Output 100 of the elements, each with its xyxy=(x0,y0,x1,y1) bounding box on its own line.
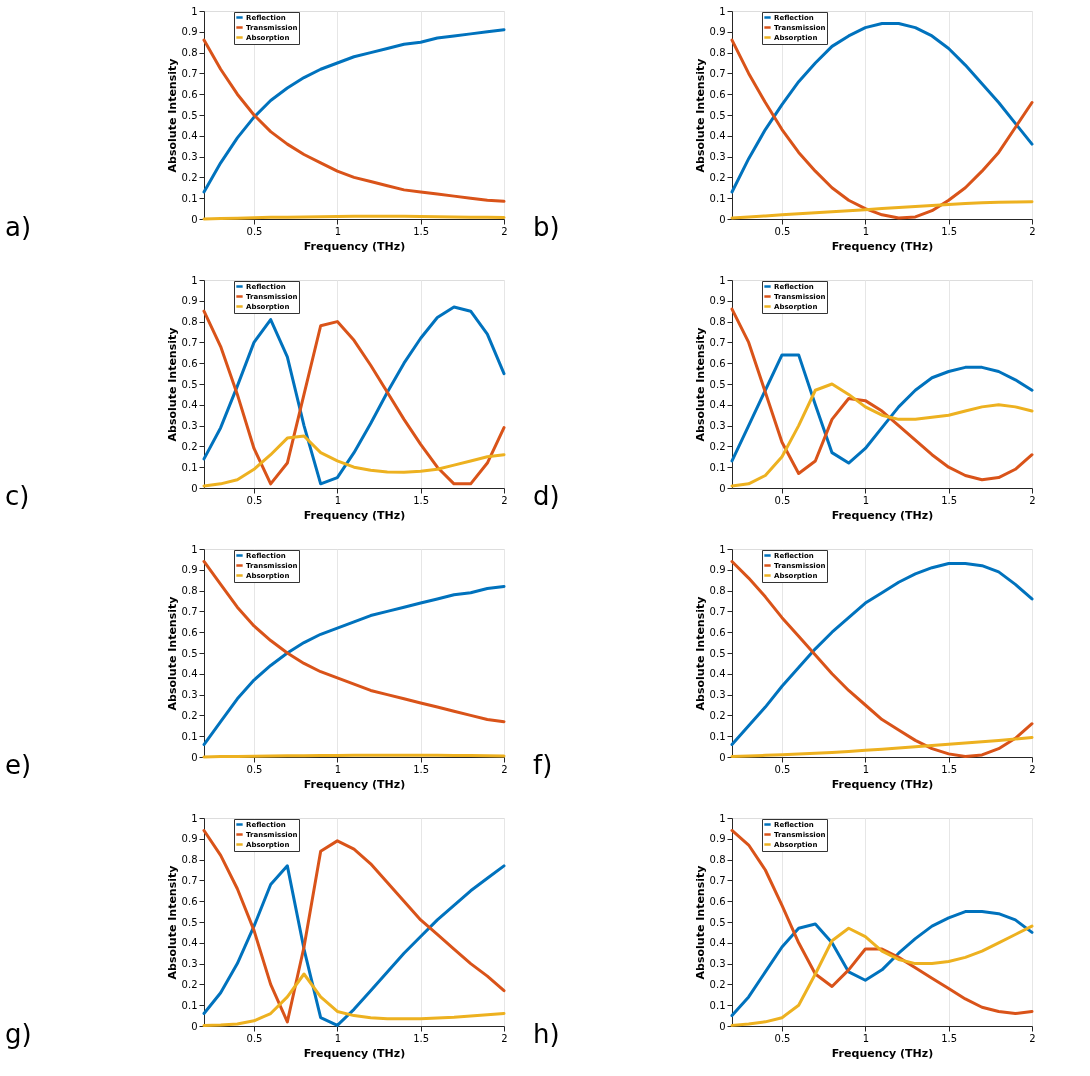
y-tick-label: 0.7 xyxy=(709,67,726,79)
y-tick-label: 0.4 xyxy=(709,937,726,949)
y-tick-label: 0.4 xyxy=(181,937,198,949)
y-tick-label: 0.7 xyxy=(709,605,726,617)
y-tick-label: 0.5 xyxy=(709,916,726,928)
y-axis-title: Absolute Intensity xyxy=(165,327,179,442)
x-tick-label: 0.5 xyxy=(246,763,263,775)
line-series xyxy=(730,353,1034,465)
y-tick-label: 0.5 xyxy=(709,647,726,659)
y-tick-label: 0 xyxy=(191,1020,198,1032)
y-tick-label: 0.7 xyxy=(181,67,198,79)
x-tick-label: 1.5 xyxy=(413,763,430,775)
x-tick-label: 1.5 xyxy=(941,1032,958,1044)
y-tick-label: 0.8 xyxy=(181,585,198,597)
x-tick-label: 1.5 xyxy=(413,494,430,506)
x-tick-label: 0.5 xyxy=(246,225,263,237)
line-series xyxy=(202,559,506,724)
y-tick-label: 0.1 xyxy=(181,192,198,204)
line-series xyxy=(730,828,1034,1016)
text: c) xyxy=(5,481,30,511)
x-tick-label: 2 xyxy=(501,1032,508,1044)
y-axis-title: Absolute Intensity xyxy=(693,58,707,173)
y-tick-label: 0.3 xyxy=(181,420,198,432)
text: h) xyxy=(533,1019,560,1049)
y-tick-label: 0.8 xyxy=(181,854,198,866)
y-tick-label: 0.2 xyxy=(709,171,726,183)
y-tick-label: 0.9 xyxy=(709,833,726,845)
y-tick-label: 0.4 xyxy=(181,130,198,142)
line-series xyxy=(730,21,1034,194)
y-tick-label: 0.6 xyxy=(181,88,198,100)
y-tick-label: 0 xyxy=(191,751,198,763)
x-tick-label: 0.5 xyxy=(774,1032,791,1044)
y-tick-label: 0.1 xyxy=(709,192,726,204)
y-tick-label: 0.2 xyxy=(181,171,198,183)
y-tick-label: 0.6 xyxy=(709,626,726,638)
y-tick-label: 0.5 xyxy=(181,109,198,121)
y-tick-label: 1 xyxy=(719,543,726,555)
y-tick-label: 0.2 xyxy=(709,978,726,990)
y-tick-label: 0.9 xyxy=(709,295,726,307)
x-axis-title: Frequency (THz) xyxy=(303,777,406,791)
y-tick-label: 0.9 xyxy=(709,26,726,38)
y-tick-label: 0.1 xyxy=(181,730,198,742)
y-axis-title: Absolute Intensity xyxy=(165,596,179,711)
x-tick-label: 1 xyxy=(334,225,342,237)
x-tick-label: 2 xyxy=(501,225,508,237)
text: g) xyxy=(5,1019,32,1049)
x-axis-title: Frequency (THz) xyxy=(831,508,934,522)
y-tick-label: 0.3 xyxy=(181,958,198,970)
x-tick-label: 0.5 xyxy=(246,494,263,506)
y-tick-label: 0.7 xyxy=(709,336,726,348)
y-tick-label: 0 xyxy=(719,751,726,763)
y-tick-label: 0.5 xyxy=(709,109,726,121)
y-tick-label: 0.3 xyxy=(709,151,726,163)
y-tick-label: 0.7 xyxy=(181,874,198,886)
y-tick-label: 1 xyxy=(191,812,198,824)
text: a) xyxy=(5,212,32,242)
x-tick-label: 1 xyxy=(334,763,342,775)
y-tick-label: 0.2 xyxy=(709,440,726,452)
y-tick-label: 0.2 xyxy=(709,709,726,721)
y-tick-label: 0.5 xyxy=(181,647,198,659)
x-tick-label: 2 xyxy=(501,494,508,506)
x-axis-title: Frequency (THz) xyxy=(303,508,406,522)
y-tick-label: 0 xyxy=(719,1020,726,1032)
y-tick-label: 0.4 xyxy=(709,668,726,680)
y-tick-label: 0.3 xyxy=(709,958,726,970)
x-tick-label: 1.5 xyxy=(941,494,958,506)
x-tick-label: 1.5 xyxy=(413,225,430,237)
x-tick-label: 0.5 xyxy=(774,225,791,237)
x-axis-title: Frequency (THz) xyxy=(831,239,934,253)
x-tick-label: 1.5 xyxy=(413,1032,430,1044)
y-tick-label: 1 xyxy=(191,274,198,286)
y-tick-label: 0.3 xyxy=(181,151,198,163)
y-tick-label: 0.1 xyxy=(181,461,198,473)
x-tick-label: 1 xyxy=(862,763,870,775)
x-tick-label: 1 xyxy=(334,494,342,506)
x-tick-label: 0.5 xyxy=(774,763,791,775)
y-tick-label: 0.9 xyxy=(181,26,198,38)
x-tick-label: 0.5 xyxy=(774,494,791,506)
y-tick-label: 0.7 xyxy=(181,336,198,348)
y-tick-label: 0.9 xyxy=(181,833,198,845)
y-tick-label: 0.9 xyxy=(709,564,726,576)
x-tick-label: 2 xyxy=(1029,1032,1036,1044)
y-tick-label: 0.6 xyxy=(709,357,726,369)
y-tick-label: 0.6 xyxy=(709,895,726,907)
y-tick-label: 0.8 xyxy=(709,585,726,597)
y-tick-label: 0.7 xyxy=(709,874,726,886)
y-tick-label: 0.8 xyxy=(709,316,726,328)
y-tick-label: 0.6 xyxy=(181,626,198,638)
y-axis-title: Absolute Intensity xyxy=(693,327,707,442)
y-tick-label: 0 xyxy=(191,482,198,494)
y-tick-label: 0.1 xyxy=(709,730,726,742)
x-tick-label: 1 xyxy=(862,494,870,506)
x-tick-label: 1 xyxy=(862,225,870,237)
y-tick-label: 0.6 xyxy=(181,895,198,907)
y-tick-label: 0.3 xyxy=(709,420,726,432)
y-axis-title: Absolute Intensity xyxy=(165,58,179,173)
y-tick-label: 0.8 xyxy=(181,316,198,328)
y-tick-label: 0.2 xyxy=(181,978,198,990)
y-axis-title: Absolute Intensity xyxy=(165,865,179,980)
x-tick-label: 2 xyxy=(501,763,508,775)
